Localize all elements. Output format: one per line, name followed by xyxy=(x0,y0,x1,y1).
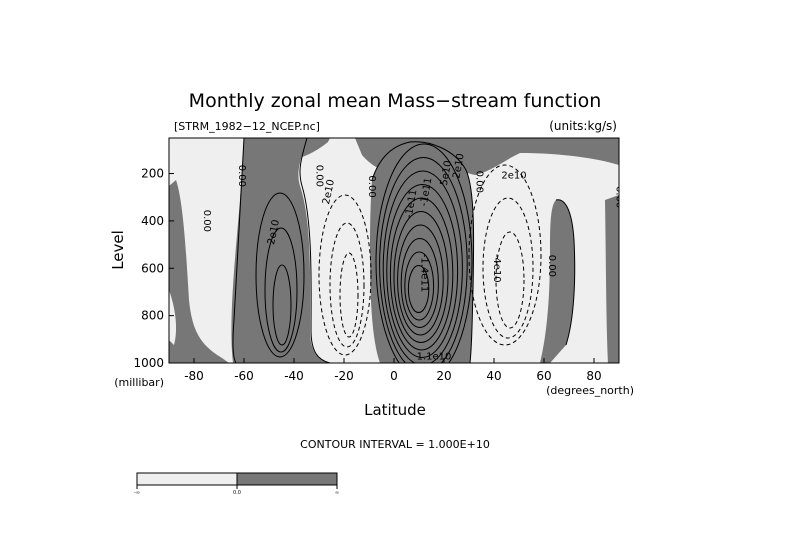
contour-label: 2e10 xyxy=(266,219,282,246)
zero-contours xyxy=(371,141,576,363)
contour-label: 0.00 xyxy=(614,186,625,208)
positive-region-mid-top xyxy=(263,138,330,160)
y-tick-label: 1000 xyxy=(133,356,164,370)
positive-region-north-edge xyxy=(605,195,619,363)
hadley-cell-contours xyxy=(375,143,473,363)
hadley-contour xyxy=(404,251,435,321)
x-units-label: (degrees_north) xyxy=(546,384,634,397)
x-tick-label: -60 xyxy=(234,369,254,383)
contour-label: 0.00 xyxy=(314,165,325,187)
northern-negative-contours xyxy=(468,164,542,346)
colorbar-negative xyxy=(136,472,238,486)
file-label: [STRM_1982−12_NCEP.nc] xyxy=(174,120,320,133)
hadley-contour xyxy=(393,211,449,343)
contour-label: -1e11 xyxy=(404,189,420,219)
x-tick-label: 60 xyxy=(536,369,551,383)
y-axis-ticks: 200 400 600 800 1000 xyxy=(133,167,174,370)
y-units-label: (millibar) xyxy=(114,376,164,389)
x-axis-ticks: -80 -60 -40 -20 0 20 40 60 80 xyxy=(184,358,602,383)
contour-label: 0.00 xyxy=(474,171,485,193)
x-tick-label: 20 xyxy=(436,369,451,383)
hadley-contour xyxy=(382,170,463,363)
x-tick-label: 80 xyxy=(586,369,601,383)
colorbar-tick-zero: 0.0 xyxy=(233,490,241,496)
hadley-contour xyxy=(386,184,459,358)
colorbar-tick-min: -∞ xyxy=(134,490,140,496)
contour-label: 2e10 xyxy=(321,178,337,205)
positive-region-southern-cell xyxy=(231,138,330,363)
y-tick-label: 800 xyxy=(141,309,164,323)
contour-interval: CONTOUR INTERVAL = 1.000E+10 xyxy=(300,438,490,451)
contour-label: 0.00 xyxy=(236,165,247,187)
contour-label: 2e10 xyxy=(501,170,526,181)
y-tick-label: 400 xyxy=(141,214,164,228)
hadley-contour xyxy=(375,143,473,363)
chart-title: Monthly zonal mean Mass−stream function xyxy=(189,90,602,112)
colorbar-tick-max: ∞ xyxy=(335,490,339,496)
contour-label: 1.1e10 xyxy=(417,351,452,362)
hadley-contour xyxy=(379,157,468,363)
southern-negative-contours xyxy=(318,194,372,356)
southern-cell-contours xyxy=(232,138,331,363)
units-label: (units:kg/s) xyxy=(549,119,617,133)
contour-label: -1e11 xyxy=(419,177,435,207)
contour-label: 5e10 xyxy=(439,160,454,187)
colorbar: -∞ 0.0 ∞ xyxy=(134,472,339,496)
x-tick-label: 0 xyxy=(390,369,398,383)
hadley-contour xyxy=(407,265,430,313)
contour-label: -1.4e11 xyxy=(419,254,430,292)
contour-label: 0.00 xyxy=(546,255,557,277)
y-tick-label: 200 xyxy=(141,167,164,181)
x-tick-label: -20 xyxy=(334,369,354,383)
x-tick-label: 40 xyxy=(486,369,501,383)
contour-label: 0.00 xyxy=(201,210,212,232)
y-axis-label: Level xyxy=(109,230,127,270)
positive-region-north-ferrel xyxy=(540,199,575,363)
positive-region-south-polar xyxy=(169,290,177,345)
x-axis-label: Latitude xyxy=(364,401,426,419)
hadley-contour xyxy=(389,197,454,351)
hadley-contour xyxy=(400,238,439,328)
positive-region-south-edge xyxy=(169,180,229,363)
contour-label: -4e10 xyxy=(491,254,502,283)
contour-label: 2e10 xyxy=(451,153,466,180)
hadley-contour xyxy=(397,224,444,336)
colorbar-positive xyxy=(236,472,338,486)
x-tick-label: -40 xyxy=(284,369,304,383)
x-tick-label: -80 xyxy=(184,369,204,383)
contour-label: 0.00 xyxy=(366,175,377,197)
y-tick-label: 600 xyxy=(141,261,164,275)
